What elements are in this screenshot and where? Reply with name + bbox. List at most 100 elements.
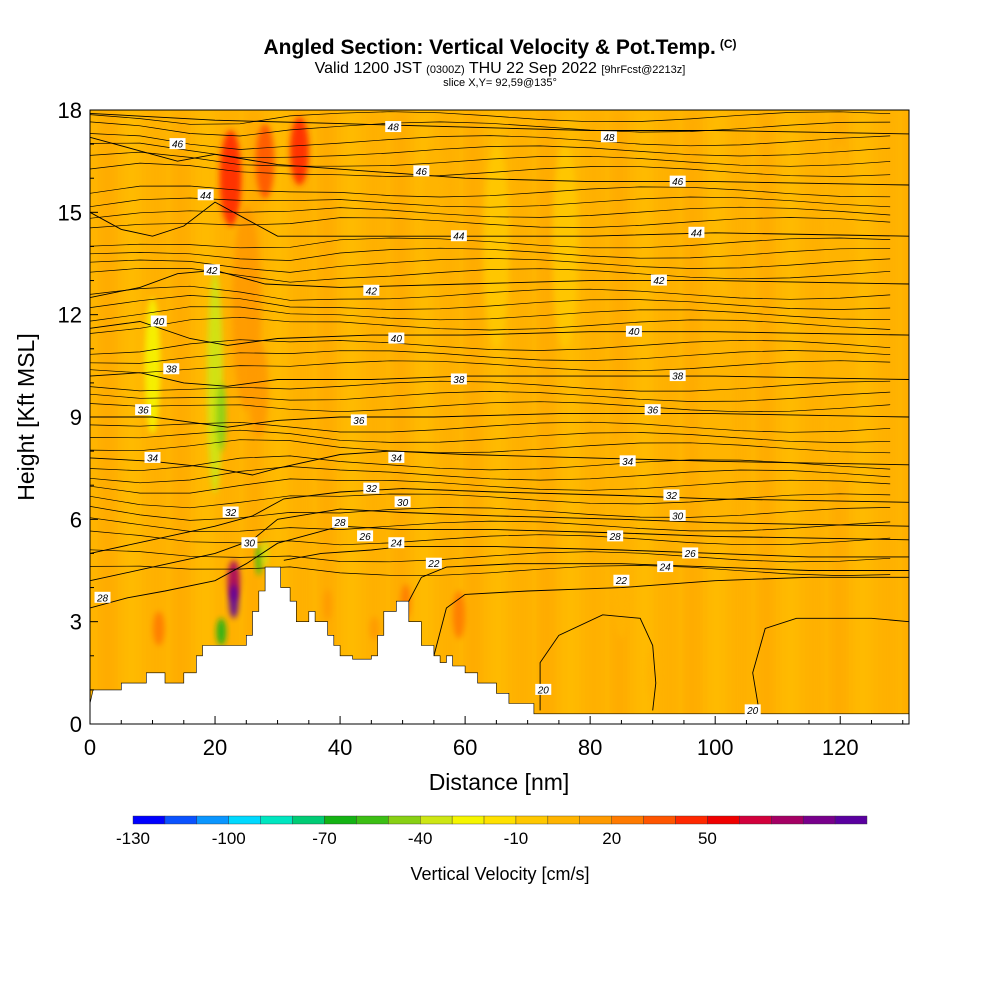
svg-text:30: 30 xyxy=(672,511,684,522)
colorbar-swatch xyxy=(547,815,580,825)
svg-text:28: 28 xyxy=(96,593,109,604)
theta-contour xyxy=(90,549,891,563)
contour-label: 42 xyxy=(650,274,667,287)
contour-label: 20 xyxy=(744,704,761,717)
theta-contour xyxy=(90,508,909,582)
theta-contour xyxy=(752,617,909,711)
theta-contour xyxy=(90,142,891,159)
svg-text:36: 36 xyxy=(647,406,659,417)
theta-contour xyxy=(90,565,891,576)
background-streak xyxy=(297,110,308,724)
theta-contour xyxy=(90,121,891,137)
contour-label: 20 xyxy=(535,683,552,696)
svg-text:48: 48 xyxy=(388,123,400,134)
x-tick-label: 0 xyxy=(84,735,96,760)
theta-contour xyxy=(90,217,891,229)
colorbar-swatch xyxy=(834,815,868,825)
contour-label: 44 xyxy=(688,226,705,239)
theta-contour xyxy=(90,201,909,237)
contour-label: 26 xyxy=(682,547,699,560)
background-streak xyxy=(785,110,796,724)
background-streak xyxy=(468,110,479,724)
colorbar-swatch xyxy=(483,815,517,825)
colorbar-swatch xyxy=(356,815,389,825)
y-tick-label: 15 xyxy=(58,200,82,225)
colorbar-tick-label: -40 xyxy=(408,829,433,848)
contour-label: 40 xyxy=(150,315,167,328)
contour-label: 32 xyxy=(663,489,680,502)
colorbar-tick-label: -10 xyxy=(504,829,529,848)
svg-text:44: 44 xyxy=(453,232,465,243)
contour-label: 28 xyxy=(607,530,624,543)
svg-text:30: 30 xyxy=(397,498,409,509)
svg-text:42: 42 xyxy=(206,266,218,277)
x-axis-label: Distance [nm] xyxy=(429,769,570,795)
contour-label: 40 xyxy=(388,332,405,345)
background-streak xyxy=(517,110,528,724)
velocity-cell xyxy=(824,144,856,486)
x-tick-label: 80 xyxy=(578,735,602,760)
theta-contour xyxy=(90,413,909,428)
theta-contours xyxy=(90,111,909,711)
velocity-cell xyxy=(261,539,269,568)
svg-text:26: 26 xyxy=(359,532,372,543)
svg-text:46: 46 xyxy=(172,140,184,151)
background-streak xyxy=(760,110,771,724)
svg-text:32: 32 xyxy=(666,491,678,502)
contour-label: 28 xyxy=(332,516,349,529)
contour-label: 44 xyxy=(197,189,214,202)
svg-text:28: 28 xyxy=(609,532,622,543)
colorbar-swatch xyxy=(643,815,676,825)
contour-label: 22 xyxy=(425,557,442,570)
svg-text:38: 38 xyxy=(453,375,465,386)
background-streak xyxy=(638,110,649,724)
contour-label: 48 xyxy=(385,121,402,134)
colorbar-tick-label: 50 xyxy=(698,829,717,848)
contour-label: 26 xyxy=(357,530,374,543)
theta-contour xyxy=(90,466,891,484)
theta-contour xyxy=(90,339,891,355)
colorbar-swatch xyxy=(388,815,421,825)
contour-label: 32 xyxy=(222,506,239,519)
colorbar-tick-label: -100 xyxy=(212,829,246,848)
theta-contour xyxy=(90,136,909,186)
contour-label: 40 xyxy=(625,325,642,338)
theta-contour xyxy=(90,380,891,392)
theta-contour xyxy=(90,306,891,322)
plot-area: 48 48 46 46 46 44 44 44 42 42 42 40 40 40 38 38 38 36 36 36… xyxy=(90,110,909,724)
x-tick-label: 40 xyxy=(328,735,352,760)
contour-label: 22 xyxy=(613,574,630,587)
contour-label: 36 xyxy=(135,404,152,417)
colorbar-swatch xyxy=(420,815,453,825)
colorbar-tick-label: 20 xyxy=(602,829,621,848)
theta-contour xyxy=(90,162,891,177)
colorbar-swatch xyxy=(579,815,612,825)
background-streak xyxy=(858,110,869,724)
theta-contour xyxy=(90,401,891,413)
colorbar-swatch xyxy=(132,815,166,825)
x-tick-label: 120 xyxy=(822,735,859,760)
contour-label: 28 xyxy=(94,591,111,604)
background-streak xyxy=(687,110,698,724)
contour-label: 42 xyxy=(363,284,380,297)
theta-contour xyxy=(90,133,891,150)
theta-contour xyxy=(90,258,891,273)
contour-labels: 48 48 46 46 46 44 44 44 42 42 42 40 40 40 38 38 38 36 36 36… xyxy=(94,121,761,717)
chart-title: Angled Section: Vertical Velocity & Pot.… xyxy=(263,36,737,59)
svg-text:24: 24 xyxy=(390,539,403,550)
theta-contour xyxy=(90,237,891,249)
theta-contour xyxy=(90,285,891,301)
contour-label: 42 xyxy=(203,264,220,277)
colorbar-swatch xyxy=(611,815,644,825)
colorbar-swatch xyxy=(675,815,708,825)
theta-contour xyxy=(90,111,891,125)
velocity-cell xyxy=(216,618,226,646)
y-tick-label: 3 xyxy=(70,610,82,635)
theta-contour xyxy=(90,316,891,334)
svg-text:20: 20 xyxy=(537,685,550,696)
theta-contour xyxy=(90,360,891,374)
theta-contour xyxy=(90,151,891,167)
velocity-cell xyxy=(255,123,275,199)
slice-label: slice X,Y= 92,59@135° xyxy=(443,77,557,89)
background-streak xyxy=(321,110,332,724)
